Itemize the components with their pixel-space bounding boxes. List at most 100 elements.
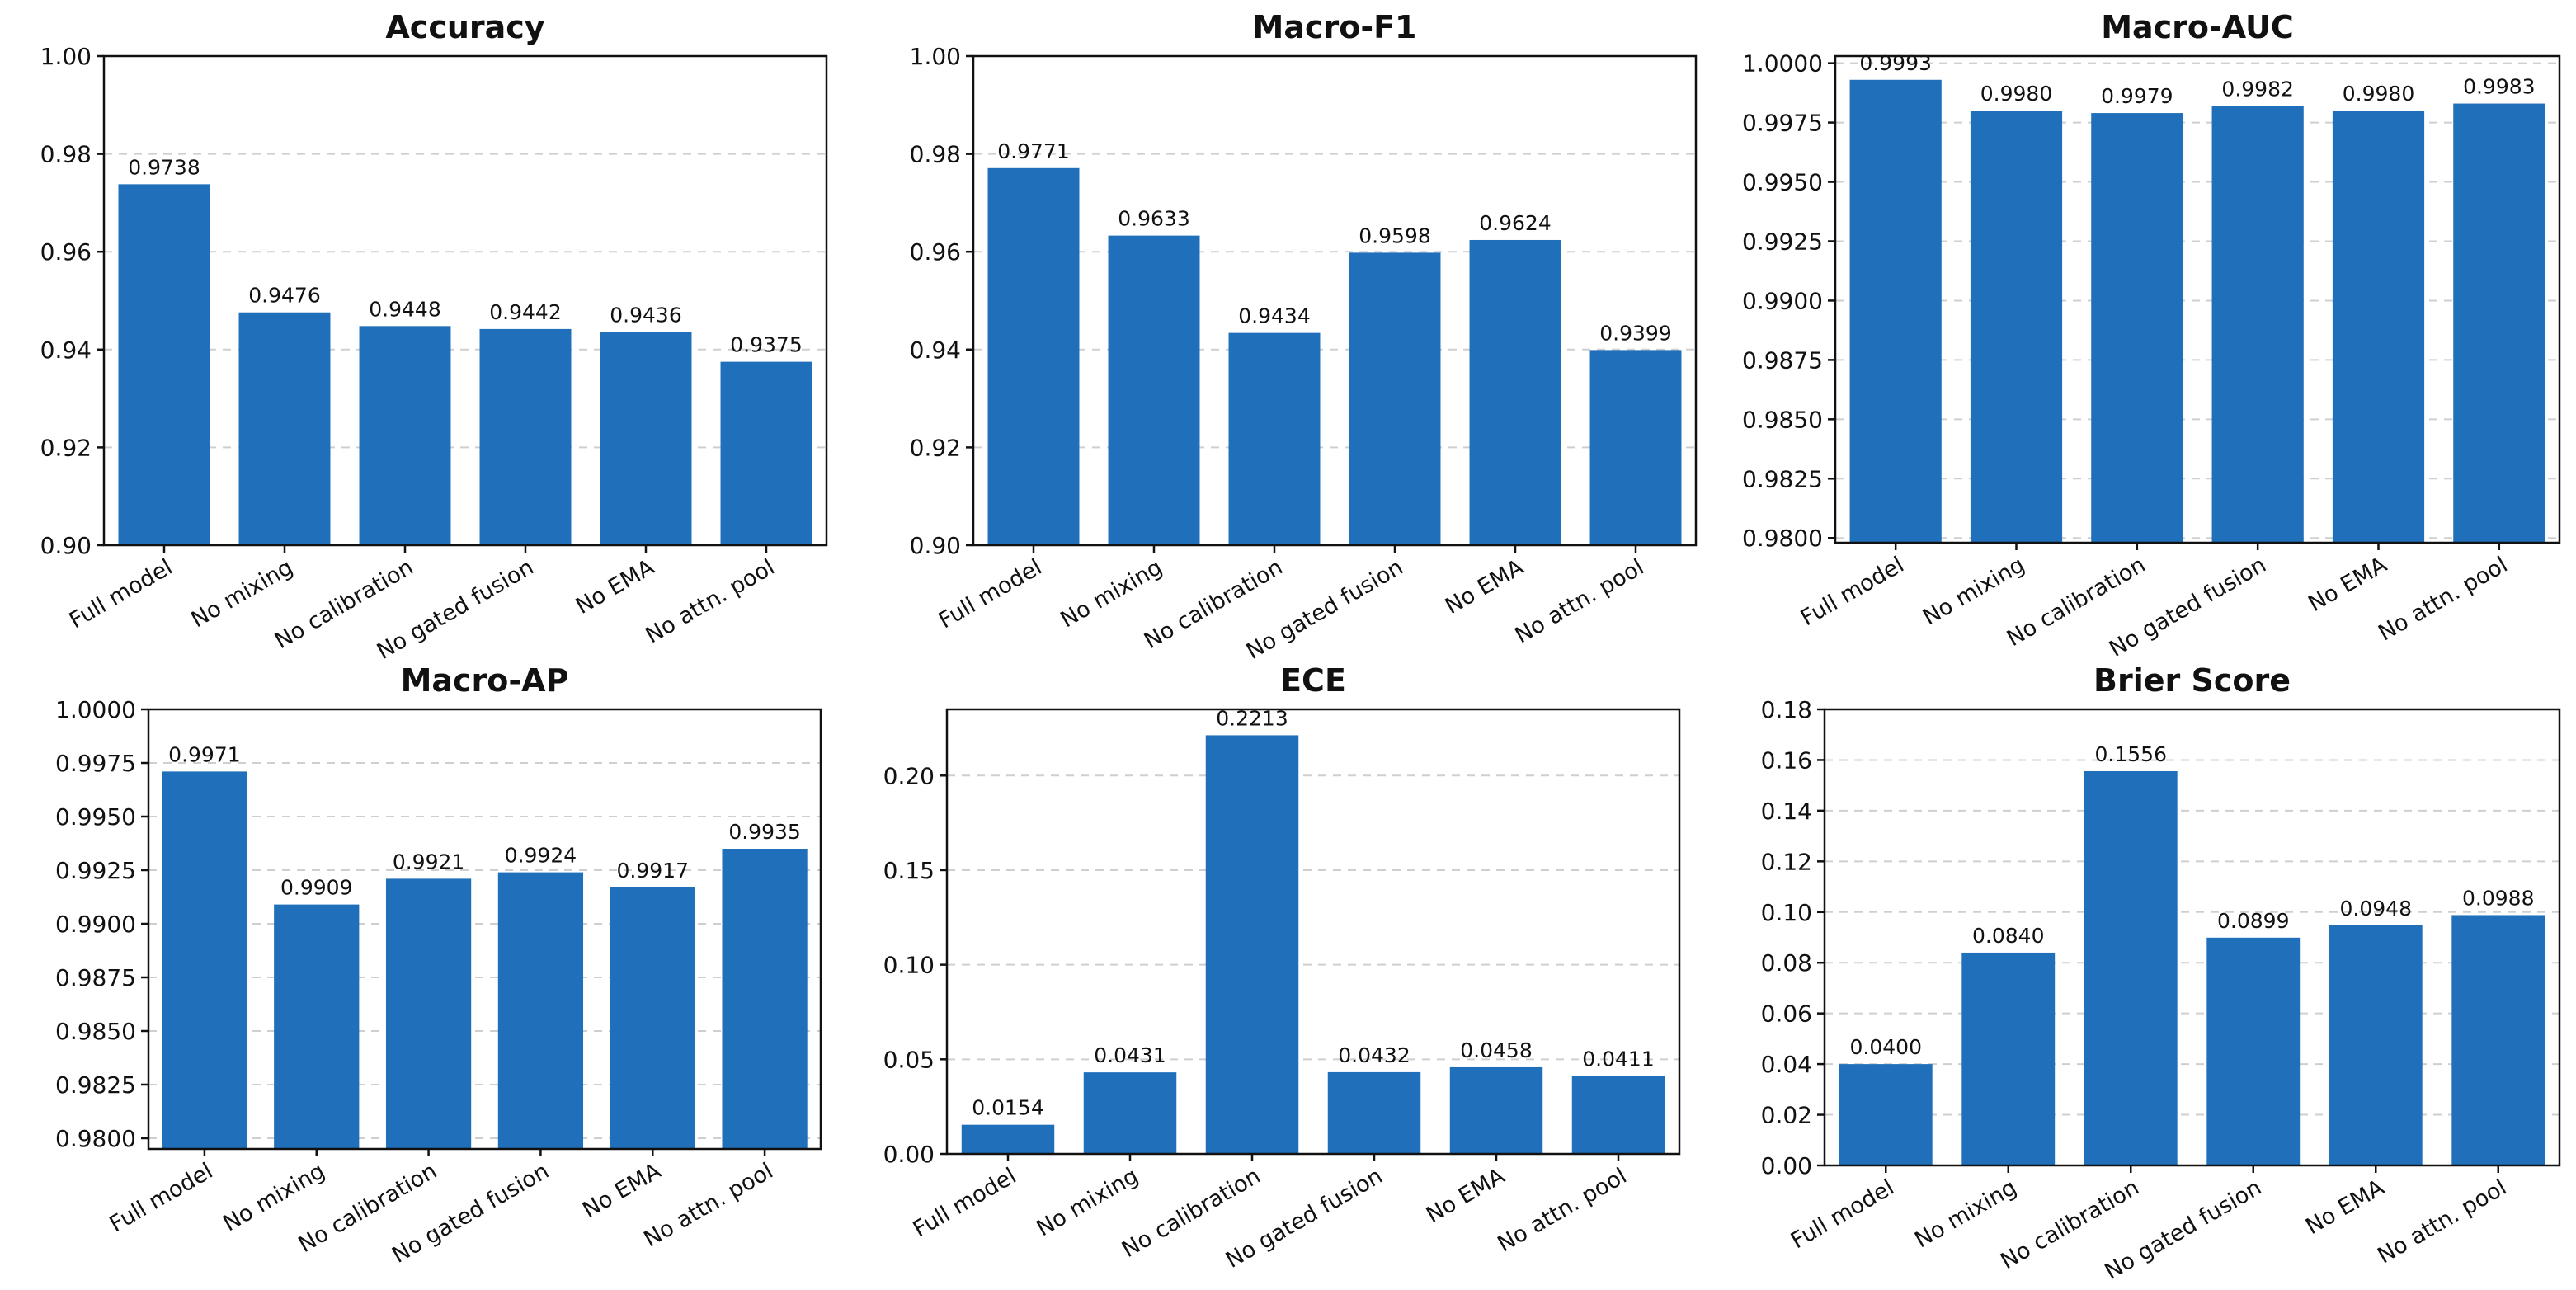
y-tick-label: 0.92 xyxy=(910,434,961,461)
data-label: 0.0411 xyxy=(1582,1048,1654,1071)
plot-frame xyxy=(1823,708,2561,1167)
plot-frame xyxy=(945,708,1681,1156)
data-label: 0.0948 xyxy=(2340,897,2412,920)
y-tick-label: 0.14 xyxy=(1761,798,1812,825)
x-tick-label: Full model xyxy=(106,1158,218,1237)
data-label: 0.0431 xyxy=(1094,1043,1166,1067)
data-label: 0.0899 xyxy=(2217,909,2289,933)
y-tick-label: 1.0000 xyxy=(55,696,136,723)
chart-title: ECE xyxy=(1280,662,1346,699)
data-label: 0.9909 xyxy=(280,876,352,900)
x-tick-label: Full model xyxy=(909,1163,1021,1242)
x-tick-label: No mixing xyxy=(1910,1175,2021,1253)
chart-title: Accuracy xyxy=(385,9,544,45)
data-label: 0.9399 xyxy=(1599,321,1671,345)
bar xyxy=(720,361,812,545)
x-tick-label: No attn. pool xyxy=(641,554,779,648)
data-label: 0.9448 xyxy=(369,297,440,321)
bar xyxy=(1327,1071,1421,1154)
data-label: 0.9935 xyxy=(728,820,800,844)
y-tick-label: 0.9900 xyxy=(1742,287,1823,314)
x-tick-label: No EMA xyxy=(1441,554,1528,619)
bar xyxy=(1449,1066,1543,1154)
y-tick-label: 0.00 xyxy=(1761,1152,1812,1179)
data-label: 0.9982 xyxy=(2221,77,2293,101)
y-tick-label: 0.18 xyxy=(1761,696,1812,723)
bar xyxy=(610,887,695,1149)
chart-panel-2: 0.9993 0.9980 0.9979 0.9982 0.9980 0.9983 0.98… xyxy=(1742,9,2561,662)
x-tick-label: No mixing xyxy=(1032,1163,1142,1241)
y-tick-label: 0.9825 xyxy=(1742,465,1823,492)
bar xyxy=(600,332,692,545)
bar xyxy=(1849,79,1942,543)
y-tick-label: 0.90 xyxy=(910,532,961,559)
data-label: 0.9980 xyxy=(2343,82,2414,106)
chart-panel-3: 0.9971 0.9909 0.9921 0.9924 0.9917 0.9935 0.98… xyxy=(55,662,822,1269)
bar xyxy=(2206,937,2301,1165)
bar xyxy=(479,328,572,545)
plot-frame xyxy=(1834,54,2561,544)
bar xyxy=(2329,925,2423,1165)
x-tick-label: No EMA xyxy=(572,554,659,619)
y-tick-label: 0.9900 xyxy=(55,911,136,938)
y-tick-label: 0.20 xyxy=(883,762,935,789)
bar xyxy=(1589,350,1682,545)
y-tick-label: 0.16 xyxy=(1761,746,1812,774)
bar xyxy=(385,878,472,1149)
bar xyxy=(2332,111,2425,543)
data-label: 0.9624 xyxy=(1479,211,1551,235)
y-tick-label: 0.9875 xyxy=(55,964,136,991)
data-label: 0.9979 xyxy=(2101,84,2173,108)
bar xyxy=(1469,239,1561,545)
bar xyxy=(987,167,1080,545)
data-label: 0.9375 xyxy=(730,333,802,357)
x-tick-label: No EMA xyxy=(1422,1163,1509,1228)
x-tick-label: No EMA xyxy=(578,1158,666,1223)
bar xyxy=(1349,252,1441,545)
bar xyxy=(2091,113,2183,543)
data-label: 0.9924 xyxy=(505,844,577,868)
x-tick-label: No EMA xyxy=(2304,552,2391,617)
y-tick-label: 0.9800 xyxy=(1742,525,1823,552)
chart-panel-5: 0.0400 0.0840 0.1556 0.0899 0.0948 0.0988 0.00… xyxy=(1761,662,2561,1285)
bar xyxy=(2451,915,2545,1165)
data-label: 0.9476 xyxy=(248,284,320,308)
y-tick-label: 0.9975 xyxy=(55,750,136,777)
chart-panel-0: 0.9738 0.9476 0.9448 0.9442 0.9436 0.9375 0.90… xyxy=(40,9,828,665)
x-tick-label: No attn. pool xyxy=(2373,1175,2511,1269)
plot-frame xyxy=(102,54,828,547)
bar xyxy=(1205,735,1299,1154)
y-tick-label: 0.05 xyxy=(883,1046,935,1073)
chart-panel-1: 0.9771 0.9633 0.9434 0.9598 0.9624 0.9399 0.90… xyxy=(910,9,1698,665)
chart-title: Brier Score xyxy=(2093,662,2291,699)
bar xyxy=(1571,1076,1665,1154)
bar xyxy=(118,184,210,545)
x-tick-label: No attn. pool xyxy=(1510,554,1648,648)
plot-frame xyxy=(147,708,822,1151)
y-tick-label: 0.94 xyxy=(910,337,961,364)
y-tick-label: 0.9950 xyxy=(55,803,136,831)
y-tick-label: 0.06 xyxy=(1761,1000,1812,1028)
data-label: 0.9993 xyxy=(1859,51,1931,75)
y-tick-label: 0.9875 xyxy=(1742,346,1823,374)
data-label: 0.0458 xyxy=(1460,1038,1532,1062)
y-tick-label: 0.9950 xyxy=(1742,169,1823,196)
chart-title: Macro-AP xyxy=(401,662,569,699)
data-label: 0.2213 xyxy=(1216,706,1288,730)
chart-panel-4: 0.0154 0.0431 0.2213 0.0432 0.0458 0.0411 0.00… xyxy=(883,662,1681,1274)
x-tick-label: No EMA xyxy=(2301,1175,2389,1240)
data-label: 0.0154 xyxy=(972,1096,1043,1120)
chart-title: Macro-AUC xyxy=(2101,9,2294,45)
data-label: 0.9971 xyxy=(168,742,240,766)
bar xyxy=(1839,1064,1933,1165)
bar xyxy=(238,312,331,545)
bar xyxy=(359,326,451,545)
y-tick-label: 0.98 xyxy=(910,141,961,168)
y-tick-label: 0.12 xyxy=(1761,848,1812,875)
y-tick-label: 0.9925 xyxy=(55,857,136,884)
y-tick-label: 1.00 xyxy=(910,43,961,70)
y-tick-label: 0.04 xyxy=(1761,1051,1812,1078)
y-tick-label: 0.15 xyxy=(883,857,935,884)
x-tick-label: No mixing xyxy=(1919,552,2029,630)
y-tick-label: 0.9925 xyxy=(1742,228,1823,255)
